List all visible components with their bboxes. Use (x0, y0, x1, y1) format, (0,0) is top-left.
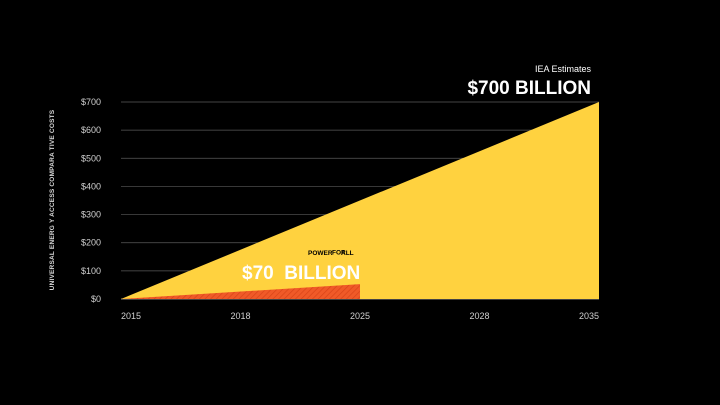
areas (121, 102, 599, 299)
y-tick-label: $500 (81, 153, 101, 163)
x-tick-label: 2018 (230, 311, 250, 321)
y-tick-label: $600 (81, 125, 101, 135)
y-tick-label: $300 (81, 210, 101, 220)
y-axis-label: UNIVERSAL ENERG Y ACCESS COMPARA TIVE CO… (49, 109, 56, 290)
tick-labels: $0 $100 $200 $300 $400 $500 $600 $700 2015 2018 20… (81, 97, 599, 321)
power-for-all-area (121, 284, 360, 299)
x-tick-label: 2025 (350, 311, 370, 321)
logo-text-for: FOR (332, 250, 346, 257)
y-tick-label: $200 (81, 238, 101, 248)
y-tick-label: $100 (81, 266, 101, 276)
iea-value-label: $700 BILLION (467, 78, 591, 99)
x-tick-label: 2028 (469, 311, 489, 321)
pfa-value-label: $70 BILLION (242, 263, 360, 284)
y-tick-label: $400 (81, 181, 101, 191)
logo-text-power: POWER (308, 250, 333, 257)
y-tick-label: $700 (81, 97, 101, 107)
iea-caption: IEA Estimates (535, 64, 592, 74)
iea-estimate-area (121, 102, 599, 299)
y-tick-label: $0 (91, 294, 101, 304)
x-tick-label: 2035 (579, 311, 599, 321)
logo-text-all: ALL (341, 250, 354, 257)
power-for-all-logo: POWER FOR ALL (306, 245, 358, 260)
x-tick-label: 2015 (121, 311, 141, 321)
